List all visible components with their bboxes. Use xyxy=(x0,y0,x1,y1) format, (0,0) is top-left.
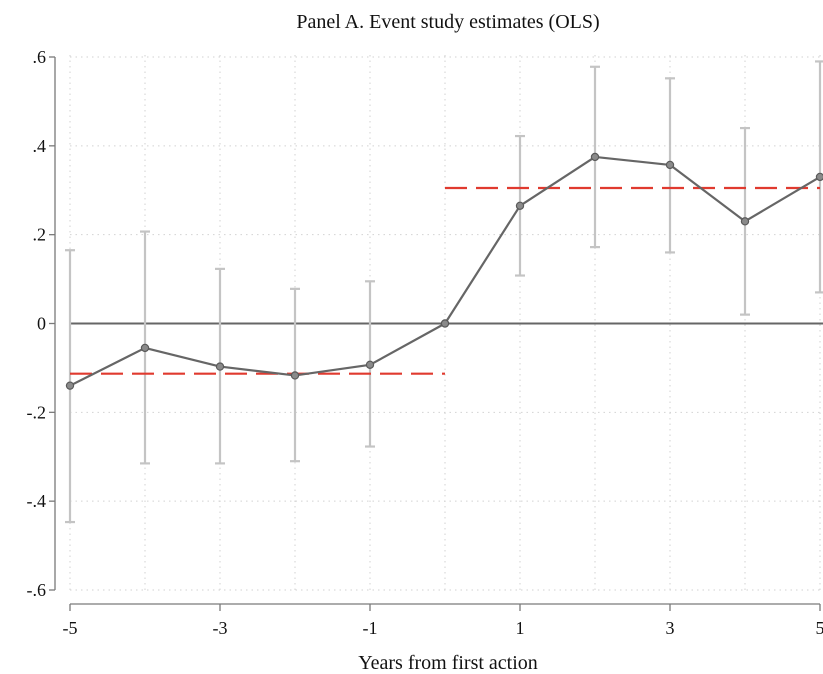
estimate-line xyxy=(69,155,821,387)
reference-lines xyxy=(70,186,820,375)
x-tick-label: -3 xyxy=(213,618,228,638)
y-tick-label: 0 xyxy=(37,314,46,334)
axes xyxy=(49,56,823,611)
x-tick-label: 5 xyxy=(816,618,823,638)
estimate-series xyxy=(65,152,823,390)
x-tick-label: -1 xyxy=(363,618,378,638)
estimate-point xyxy=(590,152,600,162)
estimate-point xyxy=(290,371,300,380)
confidence-intervals xyxy=(65,60,823,524)
estimate-point xyxy=(815,172,823,182)
estimate-point xyxy=(515,201,525,210)
tick-labels: .6 .4 .2 0 -.2 -.4 -.6 -5 -3 -1 1 3 5 xyxy=(27,47,823,638)
estimate-point xyxy=(440,319,450,328)
estimate-point xyxy=(140,343,150,353)
y-tick-label: .4 xyxy=(33,136,47,156)
estimate-point xyxy=(365,360,375,370)
y-tick-label: -.2 xyxy=(27,402,47,422)
x-tick-label: -5 xyxy=(63,618,78,638)
y-tick-label: -.4 xyxy=(27,491,47,511)
grid-lines xyxy=(69,55,821,591)
chart-title: Panel A. Event study estimates (OLS) xyxy=(296,11,599,33)
y-tick-label: .2 xyxy=(33,225,47,245)
estimate-point xyxy=(740,217,750,226)
estimate-point xyxy=(665,160,675,170)
x-tick-label: 3 xyxy=(666,618,675,638)
y-tick-label: .6 xyxy=(33,47,47,67)
x-axis-label: Years from first action xyxy=(358,652,538,674)
estimate-point xyxy=(215,362,225,371)
y-tick-label: -.6 xyxy=(27,580,47,600)
x-tick-label: 1 xyxy=(516,618,525,638)
estimate-point xyxy=(65,381,75,390)
